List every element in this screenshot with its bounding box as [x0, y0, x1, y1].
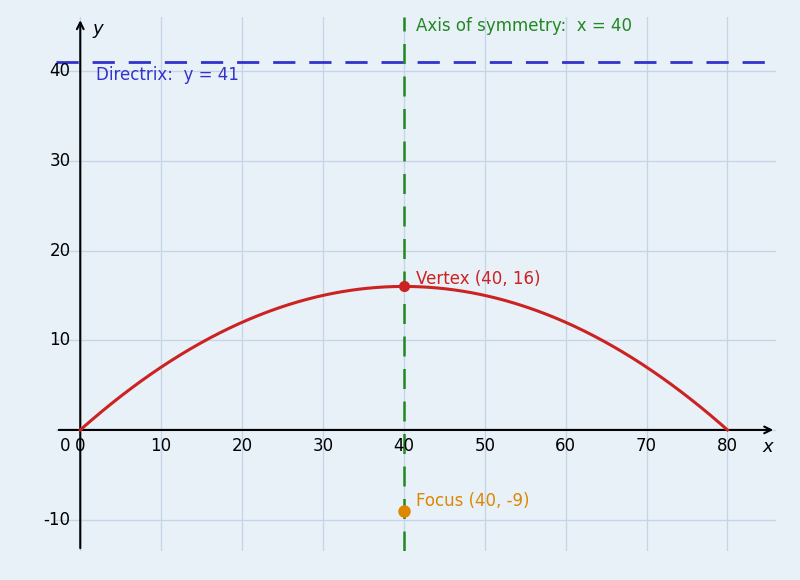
Text: 20: 20 — [50, 241, 70, 260]
Text: 0: 0 — [60, 437, 70, 455]
Text: 50: 50 — [474, 437, 495, 455]
Text: Axis of symmetry:  x = 40: Axis of symmetry: x = 40 — [416, 17, 632, 35]
Text: 0: 0 — [75, 437, 86, 455]
Text: 40: 40 — [50, 62, 70, 80]
Text: 30: 30 — [50, 152, 70, 170]
Text: 60: 60 — [555, 437, 576, 455]
Text: -10: -10 — [43, 510, 70, 528]
Text: 10: 10 — [150, 437, 172, 455]
Text: 80: 80 — [717, 437, 738, 455]
Text: x: x — [762, 438, 774, 456]
Text: Directrix:  y = 41: Directrix: y = 41 — [97, 66, 239, 84]
Text: 40: 40 — [394, 437, 414, 455]
Text: 30: 30 — [313, 437, 334, 455]
Text: y: y — [93, 20, 103, 38]
Text: 20: 20 — [231, 437, 253, 455]
Text: 10: 10 — [50, 331, 70, 349]
Text: 70: 70 — [636, 437, 657, 455]
Text: Vertex (40, 16): Vertex (40, 16) — [416, 270, 541, 288]
Text: Focus (40, -9): Focus (40, -9) — [416, 492, 530, 510]
